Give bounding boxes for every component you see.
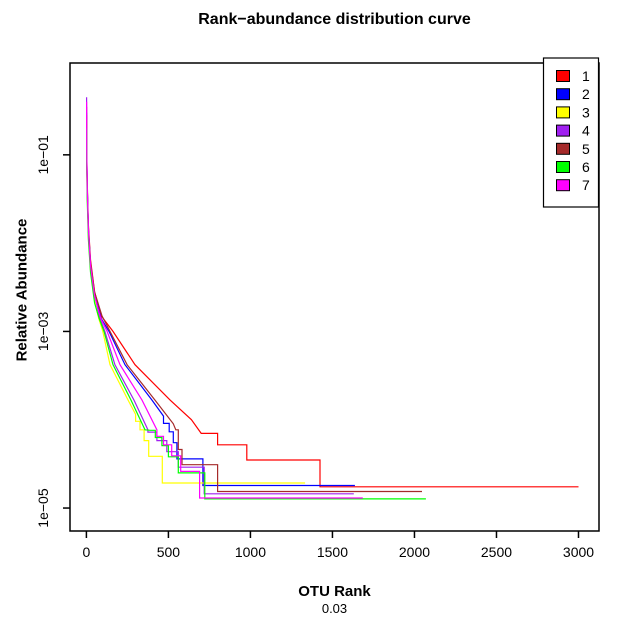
x-tick-label: 0 <box>83 544 91 560</box>
series-line-6 <box>86 128 426 500</box>
legend-swatch-1 <box>556 70 570 82</box>
legend-label-2: 2 <box>582 86 590 102</box>
x-tick-label: 1000 <box>235 544 266 560</box>
legend-swatch-2 <box>556 88 570 101</box>
y-tick-label: 1e−03 <box>35 312 51 352</box>
legend-label-7: 7 <box>582 177 590 193</box>
legend-label-3: 3 <box>582 104 590 120</box>
x-tick-label: 500 <box>157 544 181 560</box>
legend-label-6: 6 <box>582 159 590 175</box>
y-tick-label: 1e−05 <box>35 488 51 528</box>
x-tick-label: 3000 <box>563 544 594 560</box>
series-line-2 <box>86 112 355 487</box>
x-axis-label: OTU Rank <box>298 583 371 600</box>
x-tick-label: 2500 <box>481 544 512 560</box>
x-tick-label: 1500 <box>317 544 348 560</box>
series-line-7 <box>85 101 363 499</box>
legend-label-1: 1 <box>582 68 590 84</box>
legend-swatch-6 <box>556 161 570 173</box>
y-tick-label: 1e−01 <box>35 135 51 175</box>
legend-swatch-7 <box>556 179 570 192</box>
x-axis-sublabel: 0.03 <box>321 601 348 616</box>
legend-swatch-5 <box>556 142 570 155</box>
series-line-1 <box>86 106 579 488</box>
legend-label-5: 5 <box>582 141 590 157</box>
series-line-3 <box>86 119 306 484</box>
series-line-4 <box>85 97 354 495</box>
legend-box <box>542 57 600 208</box>
x-tick-label: 2000 <box>399 544 430 560</box>
plot-border <box>69 62 600 532</box>
legend-swatch-4 <box>556 124 570 137</box>
series-line-5 <box>86 115 422 493</box>
chart-title: Rank−abundance distribution curve <box>198 11 471 28</box>
legend-label-4: 4 <box>582 123 590 139</box>
legend-swatch-3 <box>556 106 570 119</box>
